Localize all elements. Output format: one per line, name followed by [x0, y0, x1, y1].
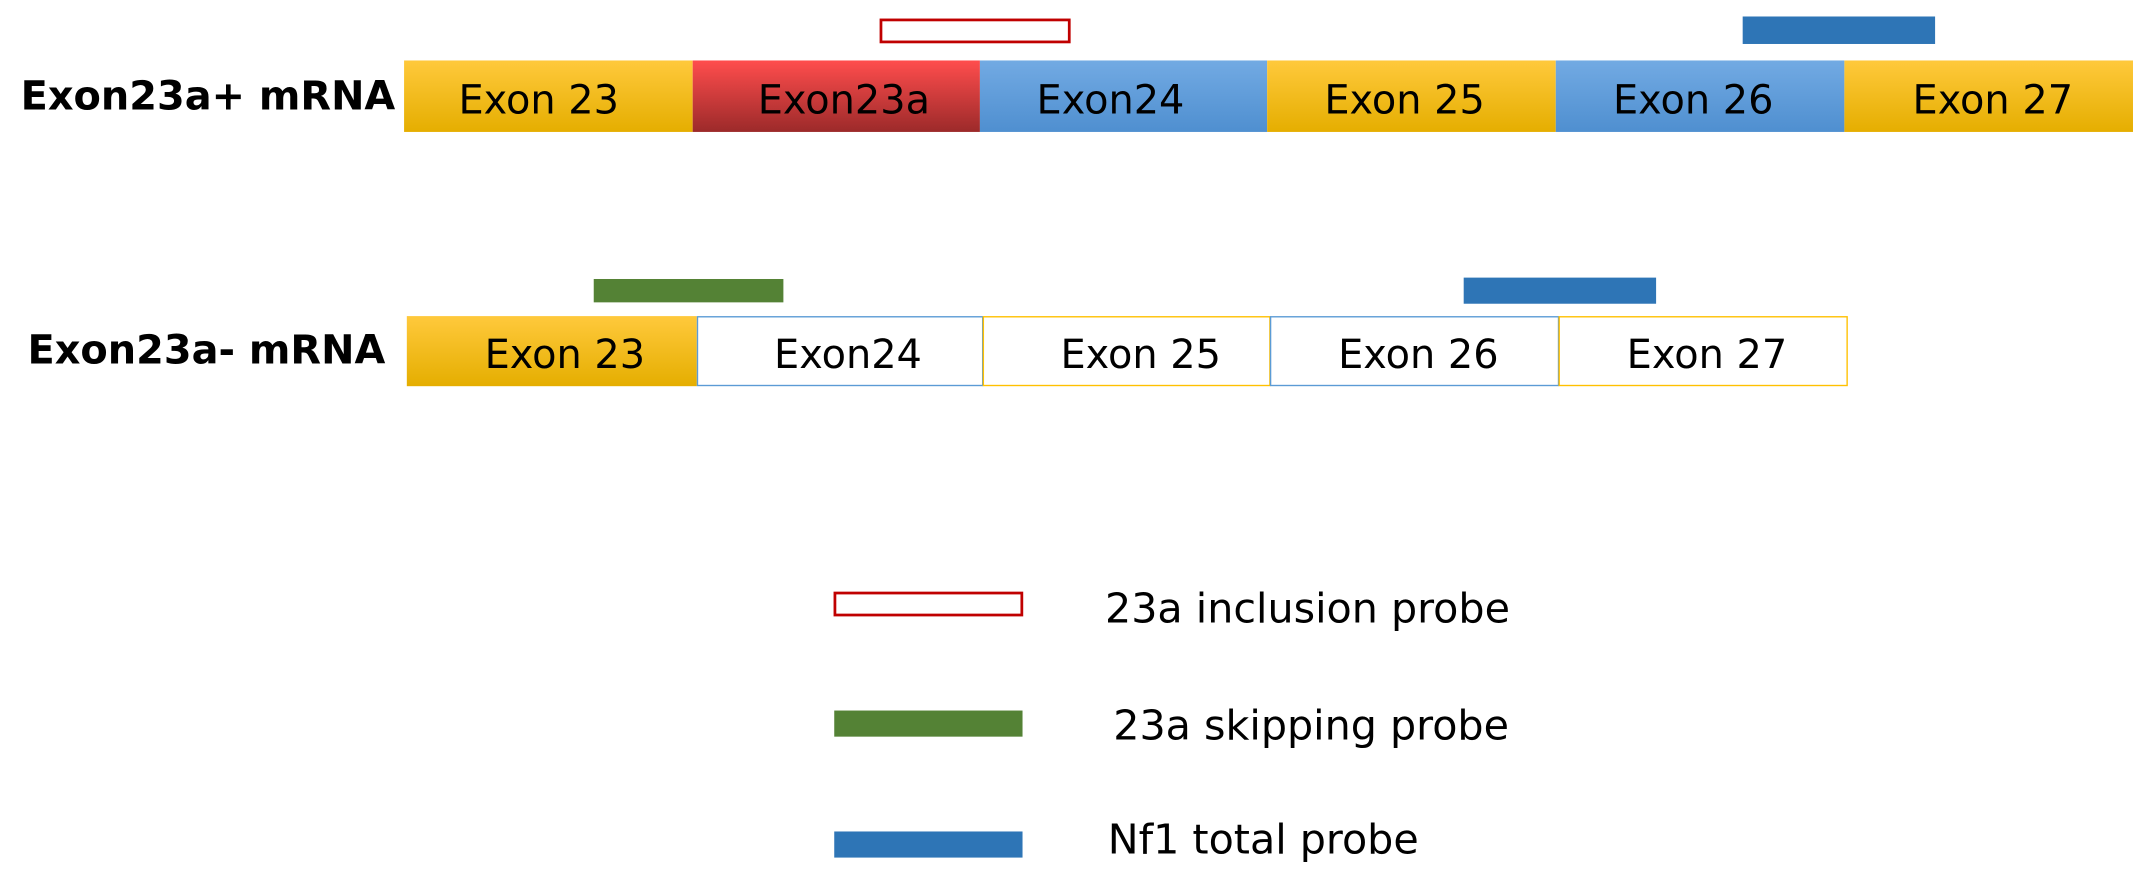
total-probe [1742, 16, 1936, 44]
exon [1267, 60, 1556, 132]
exon-label: Exon 27 [1627, 332, 1788, 378]
exon [1844, 60, 2133, 132]
skipping-probe [593, 278, 784, 303]
total-probe [1463, 277, 1657, 304]
inclusion-probe [879, 18, 1071, 44]
exon [692, 60, 980, 132]
exon [1558, 316, 1848, 387]
legend-label: 23a inclusion probe [1105, 585, 1510, 633]
exon-label: Exon24 [1037, 78, 1185, 124]
exon [406, 316, 697, 387]
exon [404, 60, 693, 132]
exon-label: Exon24 [774, 332, 922, 378]
exon-label: Exon 25 [1324, 78, 1485, 124]
transcript-label: Exon23a+ mRNA [21, 73, 396, 119]
exon-label: Exon 23 [458, 78, 619, 124]
exon-label: Exon 23 [485, 332, 646, 378]
legend-swatch [834, 831, 1023, 858]
exon-label: Exon 27 [1913, 78, 2074, 124]
exon [1269, 316, 1560, 387]
exon [1555, 60, 1845, 132]
exon-label: Exon 25 [1060, 332, 1221, 378]
legend-swatch [833, 591, 1024, 617]
exon-label: Exon 26 [1338, 332, 1499, 378]
exon [979, 60, 1268, 132]
legend-label: 23a skipping probe [1113, 701, 1509, 749]
transcript-label: Exon23a- mRNA [28, 328, 386, 374]
exon-label: Exon 26 [1613, 78, 1774, 124]
legend-label: Nf1 total probe [1108, 815, 1419, 863]
exon-label: Exon23a [758, 78, 930, 124]
legend-swatch [834, 710, 1023, 737]
